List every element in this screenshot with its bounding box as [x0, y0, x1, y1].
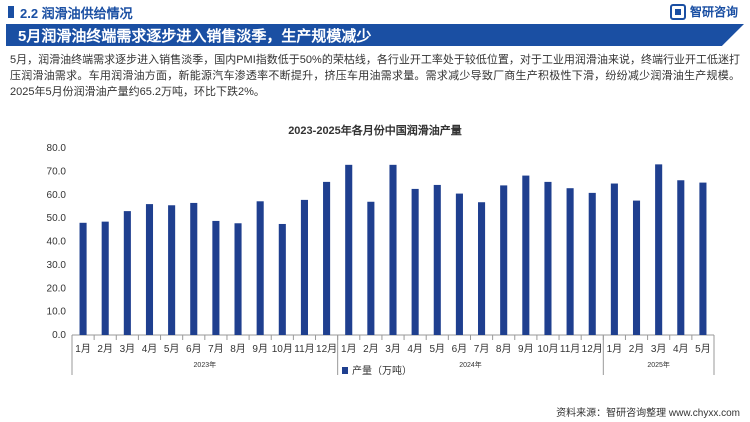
x-tick-label: 7月 [474, 343, 490, 355]
bar [389, 164, 397, 335]
x-tick-label: 6月 [452, 343, 468, 355]
bar [101, 221, 109, 335]
bar [367, 201, 375, 335]
bar [699, 182, 707, 335]
x-tick-label: 9月 [252, 343, 268, 355]
x-tick-label: 10月 [272, 343, 293, 355]
bar [323, 181, 331, 335]
y-tick-label: 80.0 [47, 143, 67, 154]
year-group-label: 2024年 [459, 360, 482, 369]
bar [190, 202, 198, 335]
x-tick-label: 1月 [607, 343, 623, 355]
x-tick-label: 4月 [142, 343, 158, 355]
x-tick-label: 2月 [363, 343, 379, 355]
brand-logo: 智研咨询 [669, 3, 738, 20]
x-tick-label: 12月 [582, 343, 603, 355]
bar [655, 164, 663, 335]
x-tick-label: 11月 [294, 343, 314, 355]
x-tick-label: 2月 [629, 343, 645, 355]
y-tick-label: 0.0 [52, 330, 66, 341]
bar [79, 222, 87, 335]
x-tick-label: 8月 [230, 343, 246, 355]
legend-swatch [342, 367, 348, 374]
logo-icon [669, 3, 686, 20]
x-tick-label: 8月 [496, 343, 512, 355]
y-tick-label: 60.0 [47, 190, 67, 201]
bar [433, 184, 441, 335]
bar [256, 201, 264, 335]
legend-label: 产量（万吨） [352, 364, 412, 377]
section-marker [8, 6, 14, 18]
y-tick-label: 70.0 [47, 166, 67, 177]
x-tick-label: 2月 [97, 343, 113, 355]
bar [478, 202, 486, 335]
y-tick-label: 20.0 [47, 283, 67, 294]
headline-banner: 5月润滑油终端需求逐步进入销售淡季，生产规模减少 [6, 24, 744, 46]
x-tick-label: 4月 [673, 343, 689, 355]
bar [123, 211, 131, 335]
x-tick-label: 7月 [208, 343, 224, 355]
x-tick-label: 6月 [186, 343, 202, 355]
bar [522, 175, 530, 335]
source-note: 资料来源：智研咨询整理 www.chyxx.com [556, 408, 740, 419]
bar [300, 199, 308, 335]
bar [588, 192, 596, 335]
bar [234, 223, 242, 335]
x-tick-label: 9月 [518, 343, 534, 355]
x-tick-label: 1月 [75, 343, 91, 355]
x-tick-label: 4月 [407, 343, 423, 355]
bar [168, 205, 176, 335]
y-tick-label: 30.0 [47, 260, 67, 271]
bar [411, 188, 419, 335]
bar [212, 220, 220, 335]
bar [632, 200, 641, 335]
x-tick-label: 3月 [651, 343, 667, 355]
bar [455, 193, 463, 335]
x-tick-label: 5月 [164, 343, 180, 355]
y-tick-label: 10.0 [47, 307, 67, 318]
chart-title: 2023-2025年各月份中国润滑油产量 [288, 125, 462, 137]
bar [278, 223, 286, 335]
year-group-label: 2025年 [647, 360, 670, 369]
x-tick-label: 12月 [316, 343, 337, 355]
x-tick-label: 5月 [429, 343, 445, 355]
year-group-label: 2023年 [194, 360, 217, 369]
bar [500, 185, 508, 335]
bar [345, 164, 353, 335]
bar-chart: 0.0 10.0 20.0 30.0 40.0 50.0 60.0 70.0 80.0 1月 2月 3… [47, 143, 715, 377]
bar [544, 181, 552, 335]
x-tick-label: 3月 [385, 343, 401, 355]
x-tick-label: 11月 [560, 343, 580, 355]
headline-text: 5月润滑油终端需求逐步进入销售淡季，生产规模减少 [18, 28, 372, 45]
section-title: 2.2 润滑油供给情况 [20, 6, 133, 21]
x-tick-label: 10月 [537, 343, 558, 355]
x-tick-label: 1月 [341, 343, 357, 355]
y-tick-label: 50.0 [47, 213, 67, 224]
top-bar: 2.2 润滑油供给情况 智研咨询 [0, 0, 750, 24]
x-tick-label: 3月 [120, 343, 136, 355]
bar [610, 183, 618, 335]
y-tick-label: 40.0 [47, 237, 67, 248]
logo-text: 智研咨询 [689, 5, 738, 19]
bar [145, 204, 154, 335]
bar [566, 188, 574, 335]
bar [677, 180, 685, 335]
description-paragraph: 5月，润滑油终端需求逐步进入销售淡季，国内PMI指数低于50%的荣枯线，各行业开… [10, 54, 740, 98]
x-tick-label: 5月 [695, 343, 711, 355]
